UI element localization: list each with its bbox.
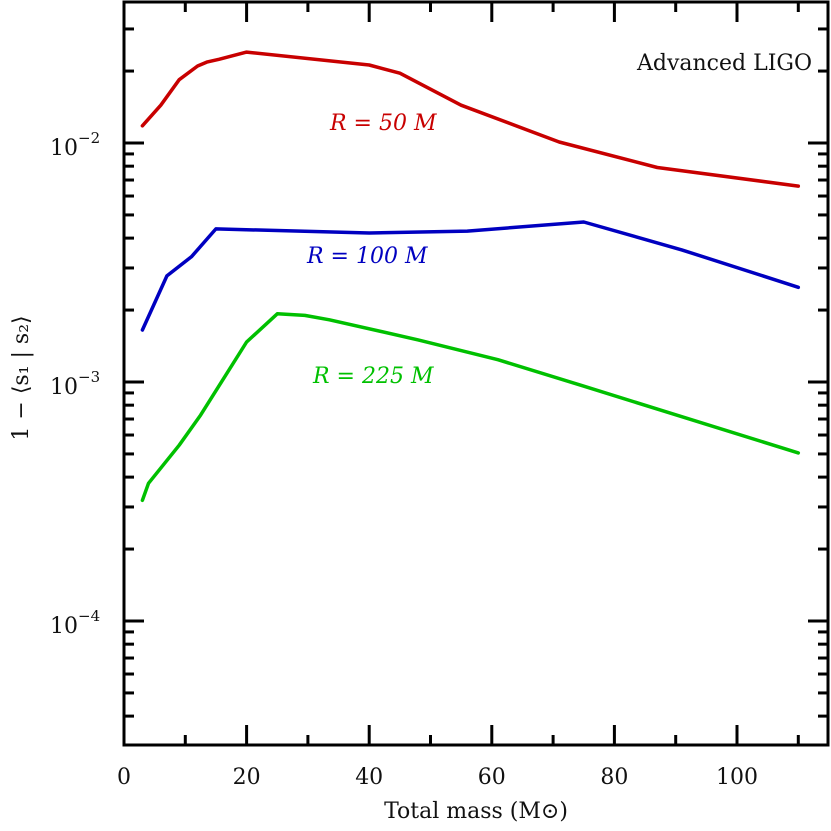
x-tick-label: 0 — [117, 765, 131, 790]
y-tick-label: 10−3 — [50, 368, 100, 400]
y-axis-title: 1 − ⟨s₁ | s₂⟩ — [9, 315, 34, 440]
series-layer — [140, 50, 801, 503]
axis-ticks — [122, 2, 828, 745]
x-tick-label: 40 — [355, 765, 383, 790]
x-axis-title: Total mass (M⊙) — [384, 799, 568, 824]
series-label-2: R = 225 M — [312, 364, 434, 389]
series-line-0 — [140, 50, 801, 188]
plot-frame — [122, 0, 830, 747]
annotation-advanced-ligo: Advanced LIGO — [636, 51, 812, 76]
y-tick-label: 10−4 — [50, 607, 100, 639]
y-tick-label: 10−2 — [50, 129, 100, 161]
series-line-2 — [140, 312, 801, 503]
x-tick-label: 60 — [478, 765, 506, 790]
series-label-1: R = 100 M — [306, 244, 428, 269]
x-tick-label: 100 — [716, 765, 758, 790]
x-tick-label: 20 — [233, 765, 261, 790]
series-label-0: R = 50 M — [329, 111, 437, 136]
x-tick-label: 80 — [600, 765, 628, 790]
y-tick-labels: 10−4 10−3 10−2 — [50, 129, 100, 639]
series-line-1 — [140, 220, 801, 332]
x-tick-labels: 0 20 40 60 80 100 — [117, 765, 758, 790]
series-labels: R = 50 M R = 100 M R = 225 M — [306, 111, 437, 389]
